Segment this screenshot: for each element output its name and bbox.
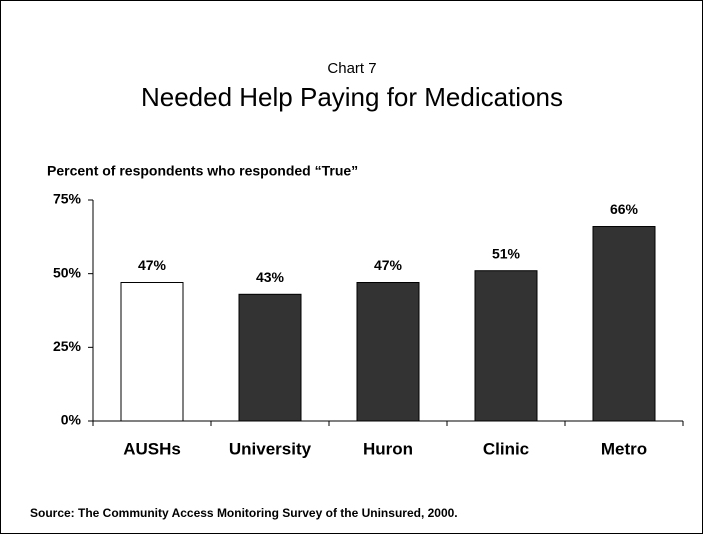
bar (356, 282, 420, 422)
data-label: 66% (610, 201, 639, 217)
y-tick-label: 50% (53, 264, 82, 280)
data-label: 43% (256, 269, 285, 285)
y-axis-label: Percent of respondents who responded “Tr… (47, 163, 358, 179)
bar (592, 226, 656, 422)
bar (120, 282, 184, 422)
x-tick-label: Huron (363, 439, 413, 458)
data-label: 47% (138, 257, 167, 273)
x-tick-label: AUSHs (123, 439, 181, 458)
chart-subtitle: Chart 7 (327, 60, 376, 77)
y-tick-label: 25% (53, 338, 82, 354)
x-tick-label: University (229, 439, 312, 458)
chart-title: Needed Help Paying for Medications (141, 82, 563, 112)
y-tick-label: 0% (61, 412, 82, 428)
source-note: Source: The Community Access Monitoring … (30, 506, 458, 520)
x-tick-label: Metro (601, 439, 647, 458)
bar (238, 293, 302, 422)
data-label: 51% (492, 245, 521, 261)
bar (474, 270, 538, 422)
y-tick-label: 75% (53, 191, 82, 207)
data-label: 47% (374, 257, 403, 273)
x-tick-label: Clinic (483, 439, 529, 458)
